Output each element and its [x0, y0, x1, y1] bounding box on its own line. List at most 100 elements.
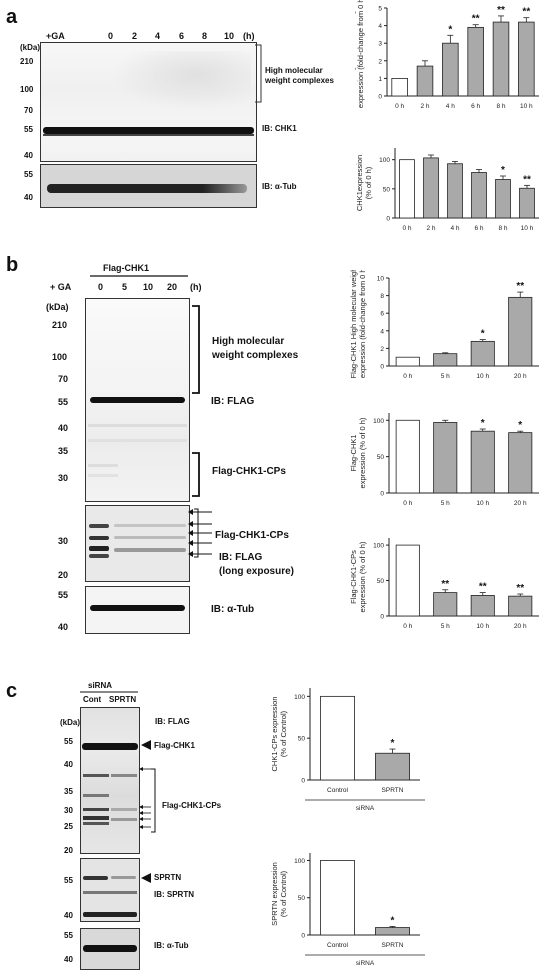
- bar: [471, 172, 487, 219]
- cps-arrows-c: [139, 767, 156, 833]
- y-axis-label: expression (% of 0 h): [358, 541, 367, 612]
- marker-210: 210: [20, 57, 34, 66]
- marker-b-70: 70: [58, 374, 69, 384]
- bar: [433, 592, 458, 617]
- bar: [433, 422, 458, 494]
- lane-header-ga: +GA: [46, 31, 65, 41]
- y-tick-label: 8: [380, 293, 384, 300]
- marker-b-55: 55: [58, 397, 69, 407]
- marker-40: 40: [24, 151, 33, 160]
- significance-mark: **: [479, 582, 487, 593]
- chart-b3: 0 50 100 0 h ** 5 h ** 10 h ** 20 h Flag-CHK1-CPs e…: [349, 538, 539, 630]
- chart-c2: 0 50 100 Control * SPRTN siRNA SPRTN expression…: [270, 853, 425, 967]
- bar: [470, 595, 495, 617]
- y-axis-label: expression (fold-change from 0 h): [356, 0, 365, 108]
- x-tick-label: 8 h: [496, 103, 505, 110]
- cps-arrows-b: [188, 508, 212, 558]
- y-tick-label: 5: [378, 6, 382, 13]
- chart-c1: 0 50 100 Control * SPRTN siRNA CHK1-CPs express…: [270, 688, 425, 812]
- significance-mark: *: [481, 418, 485, 429]
- y-tick-label: 50: [298, 736, 306, 743]
- x-tick-label: 0 h: [403, 500, 412, 507]
- significance-mark: *: [391, 738, 395, 749]
- bar: [416, 65, 434, 97]
- blot-c-tub: [80, 928, 140, 970]
- y-tick-label: 0: [378, 94, 382, 101]
- y-axis-label: (% of Control): [279, 870, 288, 917]
- hmw-label-a-2: weight complexes: [265, 76, 334, 85]
- hmw-label-b-1: High molecular: [212, 336, 285, 347]
- flag-chk1-arrow-c: [141, 740, 151, 750]
- ib-tub-label-a: IB: α-Tub: [262, 182, 297, 191]
- marker-55: 55: [24, 125, 33, 134]
- bar: [320, 860, 355, 936]
- marker-tub-40: 40: [24, 193, 33, 202]
- panel-letter-b: b: [6, 254, 19, 276]
- y-tick-label: 10: [377, 276, 385, 283]
- bar: [508, 595, 533, 617]
- x-tick-label: 6 h: [471, 103, 480, 110]
- sirna-line-c: [80, 691, 138, 693]
- marker-c-tub-55: 55: [64, 931, 73, 940]
- x-tick-label: 5 h: [441, 373, 450, 380]
- x-tick-label: 10 h: [521, 225, 534, 232]
- ib-tub-label-c: IB: α-Tub: [154, 941, 189, 950]
- bar: [508, 432, 533, 494]
- blot-b-flag: [85, 298, 190, 502]
- significance-mark: **: [472, 14, 480, 25]
- y-axis-label: CHK1 High molecular weight: [355, 3, 356, 100]
- marker-c-25: 25: [64, 822, 73, 831]
- y-axis-label: Flag-CHK1 High molecular weight: [349, 270, 358, 378]
- cps-label-b-2: Flag-CHK1-CPs: [215, 530, 289, 541]
- x-axis-label: siRNA: [356, 960, 375, 967]
- y-tick-label: 0: [380, 364, 384, 371]
- hmw-bracket-a: [255, 44, 262, 103]
- marker-b-35: 35: [58, 446, 69, 456]
- significance-mark: **: [516, 583, 524, 594]
- y-tick-label: 2: [380, 346, 384, 353]
- lane-header-4: 4: [155, 31, 161, 41]
- panel-letter-c: c: [6, 680, 18, 702]
- x-tick-label: 4 h: [446, 103, 455, 110]
- kda-label-c: (kDa): [60, 718, 81, 727]
- x-tick-label: 5 h: [441, 500, 450, 507]
- y-axis-label: (% of 0 h): [364, 166, 373, 199]
- marker-b-30: 30: [58, 473, 69, 483]
- y-tick-label: 2: [378, 58, 382, 65]
- x-tick-label: 4 h: [450, 225, 459, 232]
- y-tick-label: 50: [377, 578, 385, 585]
- y-tick-label: 0: [301, 778, 305, 785]
- y-tick-label: 4: [380, 328, 384, 335]
- bar: [423, 157, 439, 219]
- lane-header-6: 6: [179, 31, 185, 41]
- x-axis-label: siRNA: [356, 805, 375, 812]
- significance-mark: **: [516, 281, 524, 292]
- blot-a-tub: [40, 164, 257, 208]
- sprtn-arrow-c: [141, 873, 151, 883]
- marker-b-mid-20: 20: [58, 570, 69, 580]
- cps-label-b: Flag-CHK1-CPs: [212, 466, 286, 477]
- bar: [467, 26, 484, 97]
- cps-label-c: Flag-CHK1-CPs: [162, 801, 222, 810]
- significance-mark: **: [522, 7, 530, 18]
- ib-flag-long-b-1: IB: FLAG: [219, 552, 263, 563]
- construct-line-b: [90, 275, 188, 277]
- x-tick-label: 6 h: [474, 225, 483, 232]
- y-tick-label: 50: [298, 895, 306, 902]
- bar: [375, 927, 410, 936]
- marker-c-sprtn-40: 40: [64, 911, 73, 920]
- hmw-label-b-2: weight complexes: [212, 350, 299, 361]
- y-tick-label: 50: [377, 454, 385, 461]
- sirna-header-c: siRNA: [88, 681, 113, 690]
- y-axis-label: expression (% of 0 h): [358, 417, 367, 488]
- x-tick-label: 20 h: [514, 373, 527, 380]
- lane-header-b-10: 10: [143, 282, 154, 292]
- significance-mark: *: [481, 329, 485, 340]
- chart-a2: 0 50 100 0 h 2 h 4 h 6 h * 8 h ** 10 h CHK1expressi…: [355, 148, 539, 232]
- marker-b-40: 40: [58, 423, 69, 433]
- y-tick-label: 100: [294, 694, 305, 701]
- chart-a1: 0 1 2 3 4 5 0 h 2 h * 4 h ** 6 h ** 8 h ** 10 h CHK1 Hig…: [355, 0, 539, 110]
- y-axis-label: Flag-CHK1-CPs: [349, 550, 358, 604]
- bar: [442, 42, 459, 97]
- significance-mark: **: [497, 5, 505, 16]
